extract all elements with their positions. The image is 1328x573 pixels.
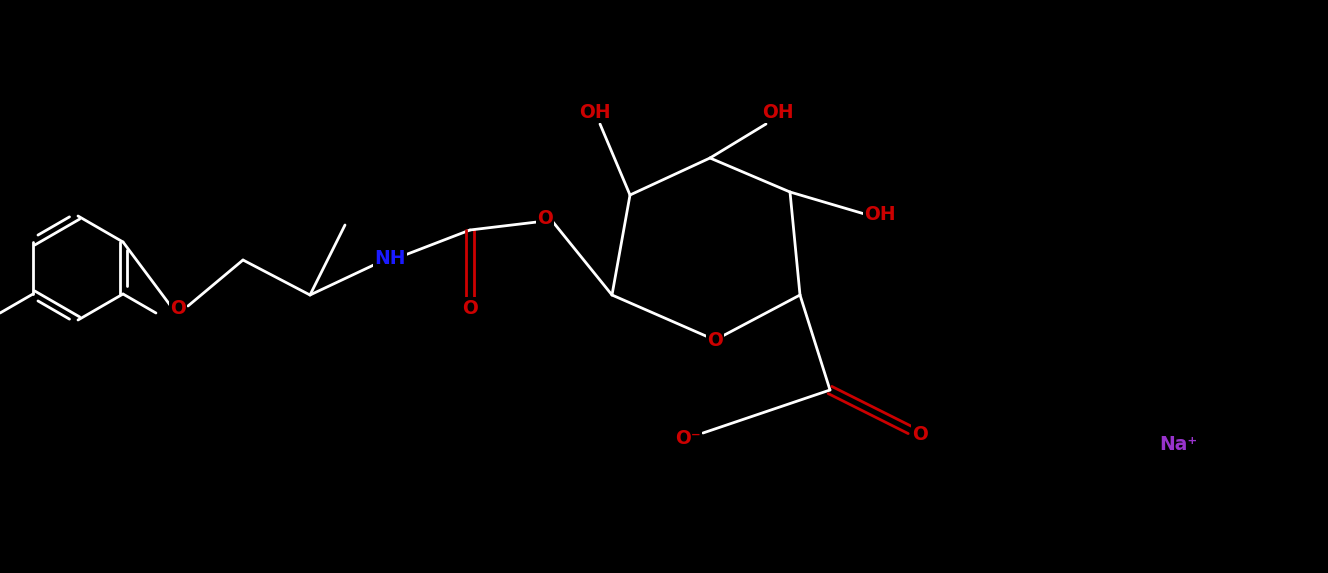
- Text: NH: NH: [374, 249, 406, 268]
- Text: Na⁺: Na⁺: [1159, 435, 1197, 454]
- Text: O: O: [912, 426, 928, 445]
- Text: O: O: [170, 299, 186, 317]
- Text: O⁻: O⁻: [675, 429, 701, 448]
- Text: O: O: [462, 299, 478, 317]
- Text: O: O: [537, 209, 552, 227]
- Text: OH: OH: [579, 103, 611, 121]
- Text: OH: OH: [762, 103, 794, 121]
- Text: O: O: [706, 331, 722, 350]
- Text: OH: OH: [865, 206, 896, 225]
